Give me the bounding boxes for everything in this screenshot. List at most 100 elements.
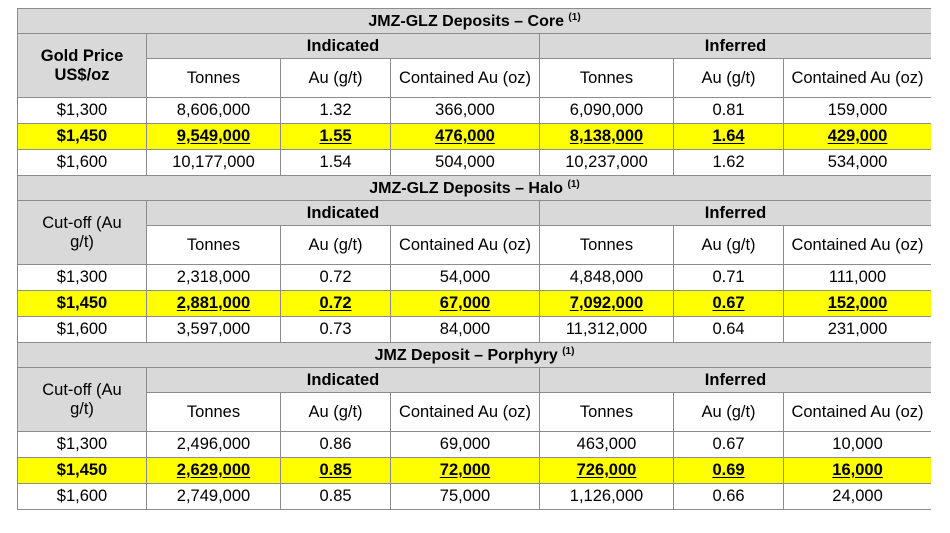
cell-value: 10,177,000: [172, 153, 255, 171]
cell-value: 1.32: [319, 101, 352, 119]
column-header: Au (g/t): [673, 392, 784, 432]
column-header: Tonnes: [146, 58, 281, 98]
column-header: Contained Au (oz): [782, 392, 931, 432]
value-cell: 16,000: [782, 457, 931, 484]
group-header-row: Cut-off (Au g/t) Indicated Inferred: [17, 367, 931, 432]
cell-value: 504,000: [435, 153, 495, 171]
value-cell: 0.67: [673, 290, 784, 317]
cell-value: 0.67: [712, 435, 745, 453]
value-cell: 10,177,000: [146, 149, 281, 176]
column-header: Tonnes: [539, 392, 674, 432]
row-header-line-1: Cut-off (Au: [42, 213, 122, 232]
value-cell: 429,000: [782, 123, 931, 150]
row-header-line-1: Gold Price: [40, 46, 124, 65]
section-title: JMZ-GLZ Deposits – Halo (1): [17, 175, 931, 201]
cell-value: 84,000: [439, 320, 491, 338]
cell-value: 0.64: [712, 320, 745, 338]
cell-value: 0.67: [712, 294, 745, 312]
row-header-line-2: g/t): [70, 399, 94, 418]
cell-value: 726,000: [576, 461, 637, 479]
table-row-highlighted: $1,450 2,881,000 0.72 67,000 7,092,000 0.67 15…: [17, 290, 931, 317]
row-label-cell: $1,600: [17, 316, 147, 343]
cell-value: 429,000: [827, 127, 888, 145]
table-row-highlighted: $1,450 9,549,000 1.55 476,000 8,138,000 1.64 4…: [17, 123, 931, 150]
value-cell: 0.66: [673, 483, 784, 510]
row-label: $1,450: [56, 461, 108, 479]
value-cell: 2,881,000: [146, 290, 281, 317]
value-cell: 4,848,000: [539, 264, 674, 291]
row-label-cell: $1,450: [17, 290, 147, 317]
column-header: Contained Au (oz): [390, 392, 540, 432]
column-header: Contained Au (oz): [390, 58, 540, 98]
value-cell: 0.86: [280, 431, 391, 458]
value-cell: 0.73: [280, 316, 391, 343]
value-cell: 1,126,000: [539, 483, 674, 510]
section-title-row: JMZ Deposit – Porphyry (1): [17, 342, 931, 368]
cell-value: 4,848,000: [569, 268, 644, 286]
row-header-cell: Cut-off (Au g/t): [17, 200, 147, 265]
row-label: $1,600: [56, 320, 108, 338]
value-cell: 231,000: [782, 316, 931, 343]
cell-value: 2,629,000: [176, 461, 251, 479]
value-cell: 504,000: [390, 149, 540, 176]
section-title: JMZ-GLZ Deposits – Core (1): [17, 8, 931, 34]
group-header-row: Gold Price US$/oz Indicated Inferred: [17, 33, 931, 98]
table-row: $1,600 3,597,000 0.73 84,000 11,312,000 0.64 2…: [17, 316, 931, 343]
column-header: Au (g/t): [280, 225, 391, 265]
value-cell: 366,000: [390, 97, 540, 124]
column-header-row: Tonnes Au (g/t) Contained Au (oz) Tonnes Au …: [18, 58, 931, 98]
row-label-cell: $1,600: [17, 149, 147, 176]
cell-value: 2,881,000: [176, 294, 251, 312]
section-footnote: (1): [567, 178, 580, 190]
column-header-row: Tonnes Au (g/t) Contained Au (oz) Tonnes Au …: [18, 392, 931, 432]
cell-value: 11,312,000: [565, 320, 648, 338]
cell-value: 0.86: [319, 435, 352, 453]
value-cell: 2,496,000: [146, 431, 281, 458]
value-cell: 7,092,000: [539, 290, 674, 317]
group-header-1: Inferred: [538, 200, 931, 226]
group-header-0: Indicated: [146, 200, 540, 226]
cell-value: 72,000: [439, 461, 491, 479]
cell-value: 0.72: [319, 294, 352, 312]
value-cell: 0.85: [280, 483, 391, 510]
group-header-0: Indicated: [146, 33, 540, 59]
cell-value: 16,000: [832, 461, 883, 479]
cell-value: 0.66: [712, 487, 745, 505]
value-cell: 8,138,000: [539, 123, 674, 150]
table-row-highlighted: $1,450 2,629,000 0.85 72,000 726,000 0.69 16,0…: [17, 457, 931, 484]
cell-value: 366,000: [435, 101, 495, 119]
table-body: JMZ-GLZ Deposits – Core (1) Gold Price US$…: [17, 8, 931, 510]
row-header-line-2: g/t): [70, 232, 94, 251]
cell-value: 534,000: [827, 153, 888, 171]
cell-value: 0.72: [319, 268, 352, 286]
row-label-cell: $1,300: [17, 431, 147, 458]
value-cell: 2,629,000: [146, 457, 281, 484]
column-header: Contained Au (oz): [782, 225, 931, 265]
cell-value: 0.85: [319, 461, 352, 479]
group-header-1: Inferred: [538, 367, 931, 393]
row-label: $1,300: [56, 435, 108, 453]
cell-value: 2,749,000: [176, 487, 251, 505]
cell-value: 7,092,000: [569, 294, 644, 312]
value-cell: 2,318,000: [146, 264, 281, 291]
row-label-cell: $1,450: [17, 123, 147, 150]
column-header: Contained Au (oz): [390, 225, 540, 265]
column-header-row: Tonnes Au (g/t) Contained Au (oz) Tonnes Au …: [18, 225, 931, 265]
value-cell: 0.71: [673, 264, 784, 291]
section-title-row: JMZ-GLZ Deposits – Halo (1): [17, 175, 931, 201]
value-cell: 67,000: [390, 290, 540, 317]
cell-value: 231,000: [827, 320, 888, 338]
group-header-row: Cut-off (Au g/t) Indicated Inferred: [17, 200, 931, 265]
column-header: Tonnes: [146, 392, 281, 432]
value-cell: 1.62: [673, 149, 784, 176]
cell-value: 159,000: [827, 101, 888, 119]
cell-value: 54,000: [439, 268, 491, 286]
row-label: $1,600: [56, 487, 108, 505]
row-header-line-1: Cut-off (Au: [42, 380, 122, 399]
value-cell: 0.72: [280, 290, 391, 317]
row-label: $1,300: [56, 101, 108, 119]
row-label: $1,600: [56, 153, 108, 171]
table-row: $1,300 2,318,000 0.72 54,000 4,848,000 0.71 11…: [17, 264, 931, 291]
value-cell: 3,597,000: [146, 316, 281, 343]
column-header: Tonnes: [539, 225, 674, 265]
